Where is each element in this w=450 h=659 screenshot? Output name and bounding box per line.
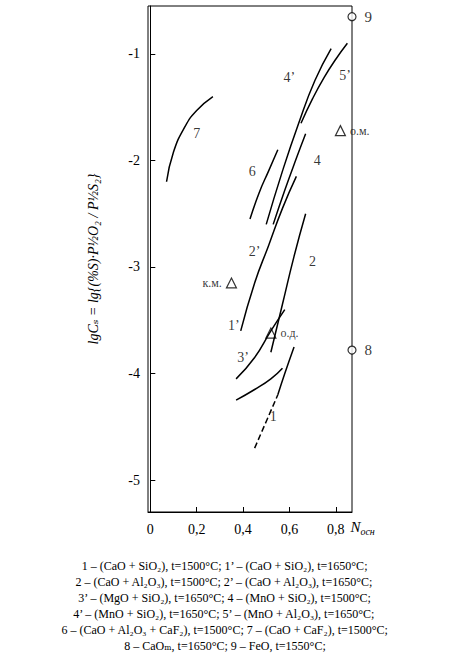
svg-text:6: 6 (249, 164, 256, 179)
svg-text:2: 2 (309, 254, 316, 269)
svg-text:о.м.: о.м. (350, 124, 370, 138)
svg-text:осн: осн (360, 526, 374, 537)
svg-text:4: 4 (314, 153, 321, 168)
svg-text:6 – (CaO + Al₂O₃ + CaF₂), t=15: 6 – (CaO + Al₂O₃ + CaF₂), t=1500°C; 7 – … (61, 623, 388, 637)
svg-text:3’: 3’ (237, 350, 249, 365)
svg-text:0,8: 0,8 (327, 522, 345, 537)
svg-text:о.д.: о.д. (280, 326, 298, 340)
svg-text:к.м.: к.м. (202, 276, 221, 290)
svg-text:0,4: 0,4 (234, 522, 252, 537)
svg-text:8: 8 (365, 342, 373, 358)
svg-text:8 – CaOₘ, t=1650°C; 9 – FeO, t: 8 – CaOₘ, t=1650°C; 9 – FeO, t=1550°C; (124, 639, 326, 653)
svg-text:4’ – (MnO + SiO₂), t=1650°C; 5: 4’ – (MnO + SiO₂), t=1650°C; 5’ – (MnO +… (73, 607, 374, 621)
svg-text:-4: -4 (128, 366, 140, 381)
svg-text:5’: 5’ (339, 68, 351, 83)
svg-text:1: 1 (269, 408, 277, 424)
svg-text:0,6: 0,6 (281, 522, 299, 537)
svg-text:2’: 2’ (249, 244, 261, 259)
svg-text:lgCₛ = lg{(%S)·P½O₂ / P½S₂}: lgCₛ = lg{(%S)·P½O₂ / P½S₂} (86, 173, 102, 344)
svg-text:9: 9 (365, 9, 373, 25)
svg-text:0: 0 (147, 522, 154, 537)
svg-text:4’: 4’ (284, 70, 296, 85)
svg-text:-3: -3 (128, 259, 140, 274)
svg-text:-1: -1 (128, 46, 140, 61)
svg-text:N: N (350, 519, 361, 535)
svg-text:3’ – (MgO + SiO₂), t=1650°C; 4: 3’ – (MgO + SiO₂), t=1650°C; 4 – (MnO + … (78, 591, 371, 605)
svg-text:2 – (CaO + Al₂O₃), t=1500°C; 2: 2 – (CaO + Al₂O₃), t=1500°C; 2’ – (CaO +… (75, 575, 372, 589)
svg-text:0,2: 0,2 (188, 522, 206, 537)
svg-text:-5: -5 (128, 473, 140, 488)
svg-text:7: 7 (193, 126, 200, 141)
svg-text:-2: -2 (128, 153, 140, 168)
svg-text:1’: 1’ (228, 318, 240, 333)
svg-text:1 – (CaO + SiO₂), t=1500°C; 1’: 1 – (CaO + SiO₂), t=1500°C; 1’ – (CaO + … (82, 559, 368, 573)
